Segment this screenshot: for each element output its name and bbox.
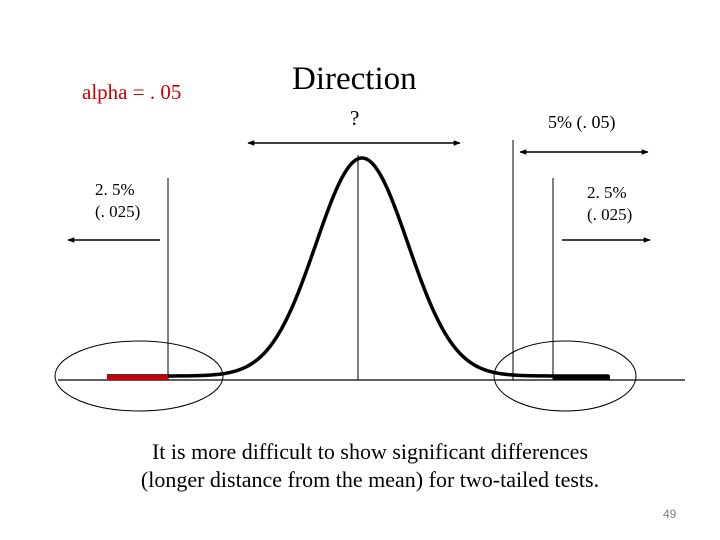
- one-tail-alpha-label: 5% (. 05): [548, 112, 616, 132]
- right-tail-region: [553, 375, 610, 380]
- caption-line-2: (longer distance from the mean) for two-…: [140, 467, 600, 492]
- right-tail-ellipse: [493, 340, 637, 412]
- slide-title: Direction: [292, 61, 417, 97]
- caption-line-1: It is more difficult to show significant…: [151, 439, 589, 464]
- left-tail-region: [107, 375, 168, 380]
- caption: It is more difficult to show significant…: [100, 438, 640, 494]
- right-tail-decimal-label: (. 025): [587, 205, 633, 224]
- left-tail-ellipse: [54, 340, 224, 412]
- direction-question-mark: ?: [350, 106, 360, 130]
- alpha-label: alpha = . 05: [82, 80, 182, 104]
- left-tail-decimal-label: (. 025): [95, 202, 141, 221]
- left-tail-percent-label: 2. 5%: [95, 180, 135, 199]
- bell-curve: [107, 156, 609, 378]
- page-number: 49: [663, 507, 677, 521]
- right-tail-percent-label: 2. 5%: [587, 183, 627, 202]
